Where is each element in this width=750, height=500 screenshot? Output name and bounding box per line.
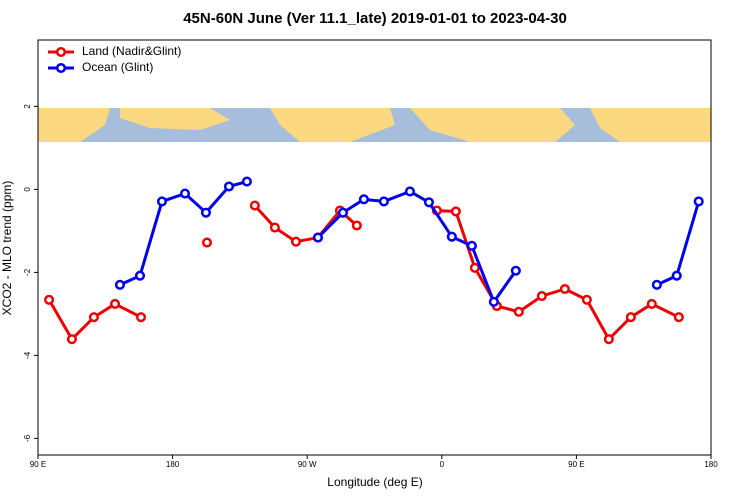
data-point [510, 265, 521, 276]
data-point [581, 294, 592, 305]
data-point [44, 294, 55, 305]
data-point [693, 196, 704, 207]
x-tick-label: 90 W [298, 460, 317, 469]
data-point [134, 270, 146, 281]
data-point [673, 312, 684, 323]
data-point [671, 270, 682, 281]
data-point [536, 291, 547, 302]
data-point [337, 207, 348, 218]
data-point [513, 306, 524, 317]
data-point [646, 298, 657, 309]
data-point [135, 312, 147, 323]
data-point [450, 206, 461, 217]
data-point [446, 231, 457, 242]
data-point [351, 220, 362, 231]
data-point [466, 240, 477, 251]
legend-marker [55, 62, 67, 74]
data-point [358, 194, 369, 205]
data-point [559, 283, 570, 295]
data-point [625, 312, 636, 323]
data-point [404, 186, 415, 197]
y-axis-label: XCO2 - MLO trend (ppm) [0, 181, 14, 316]
legend-marker [55, 46, 67, 58]
data-point [488, 296, 499, 307]
data-point [200, 207, 212, 218]
data-point [423, 197, 434, 208]
data-point [223, 181, 235, 192]
y-tick-label: -2 [23, 268, 32, 276]
data-point [201, 237, 213, 248]
data-point [249, 200, 260, 211]
x-tick-label: 90 E [30, 460, 46, 469]
data-point [241, 176, 252, 187]
data-point [603, 334, 614, 345]
data-point [114, 279, 126, 290]
data-point [269, 222, 280, 233]
plot-frame [37, 39, 712, 456]
legend-label: Land (Nadir&Glint) [82, 44, 181, 58]
data-point [156, 196, 168, 207]
y-tick-label: 0 [23, 187, 32, 192]
y-tick-label: -4 [23, 351, 32, 359]
y-tick-label: 2 [23, 104, 32, 109]
x-axis-label: Longitude (deg E) [327, 475, 422, 489]
data-point [88, 312, 99, 323]
data-point [469, 262, 480, 273]
y-tick-label: -6 [23, 434, 32, 442]
data-point [290, 236, 302, 247]
x-tick-label: 180 [166, 460, 180, 469]
data-point [109, 298, 121, 309]
data-point [651, 279, 662, 290]
x-tick-label: 180 [704, 460, 718, 469]
map-strip [38, 108, 711, 142]
x-tick-label: 0 [440, 460, 445, 469]
chart-title: 45N-60N June (Ver 11.1_late) 2019-01-01 … [183, 10, 567, 27]
data-point [66, 334, 77, 345]
legend-label: Ocean (Glint) [82, 60, 153, 74]
data-point [179, 188, 191, 199]
data-point [378, 196, 389, 207]
x-tick-label: 90 E [568, 460, 584, 469]
data-point [312, 232, 324, 243]
